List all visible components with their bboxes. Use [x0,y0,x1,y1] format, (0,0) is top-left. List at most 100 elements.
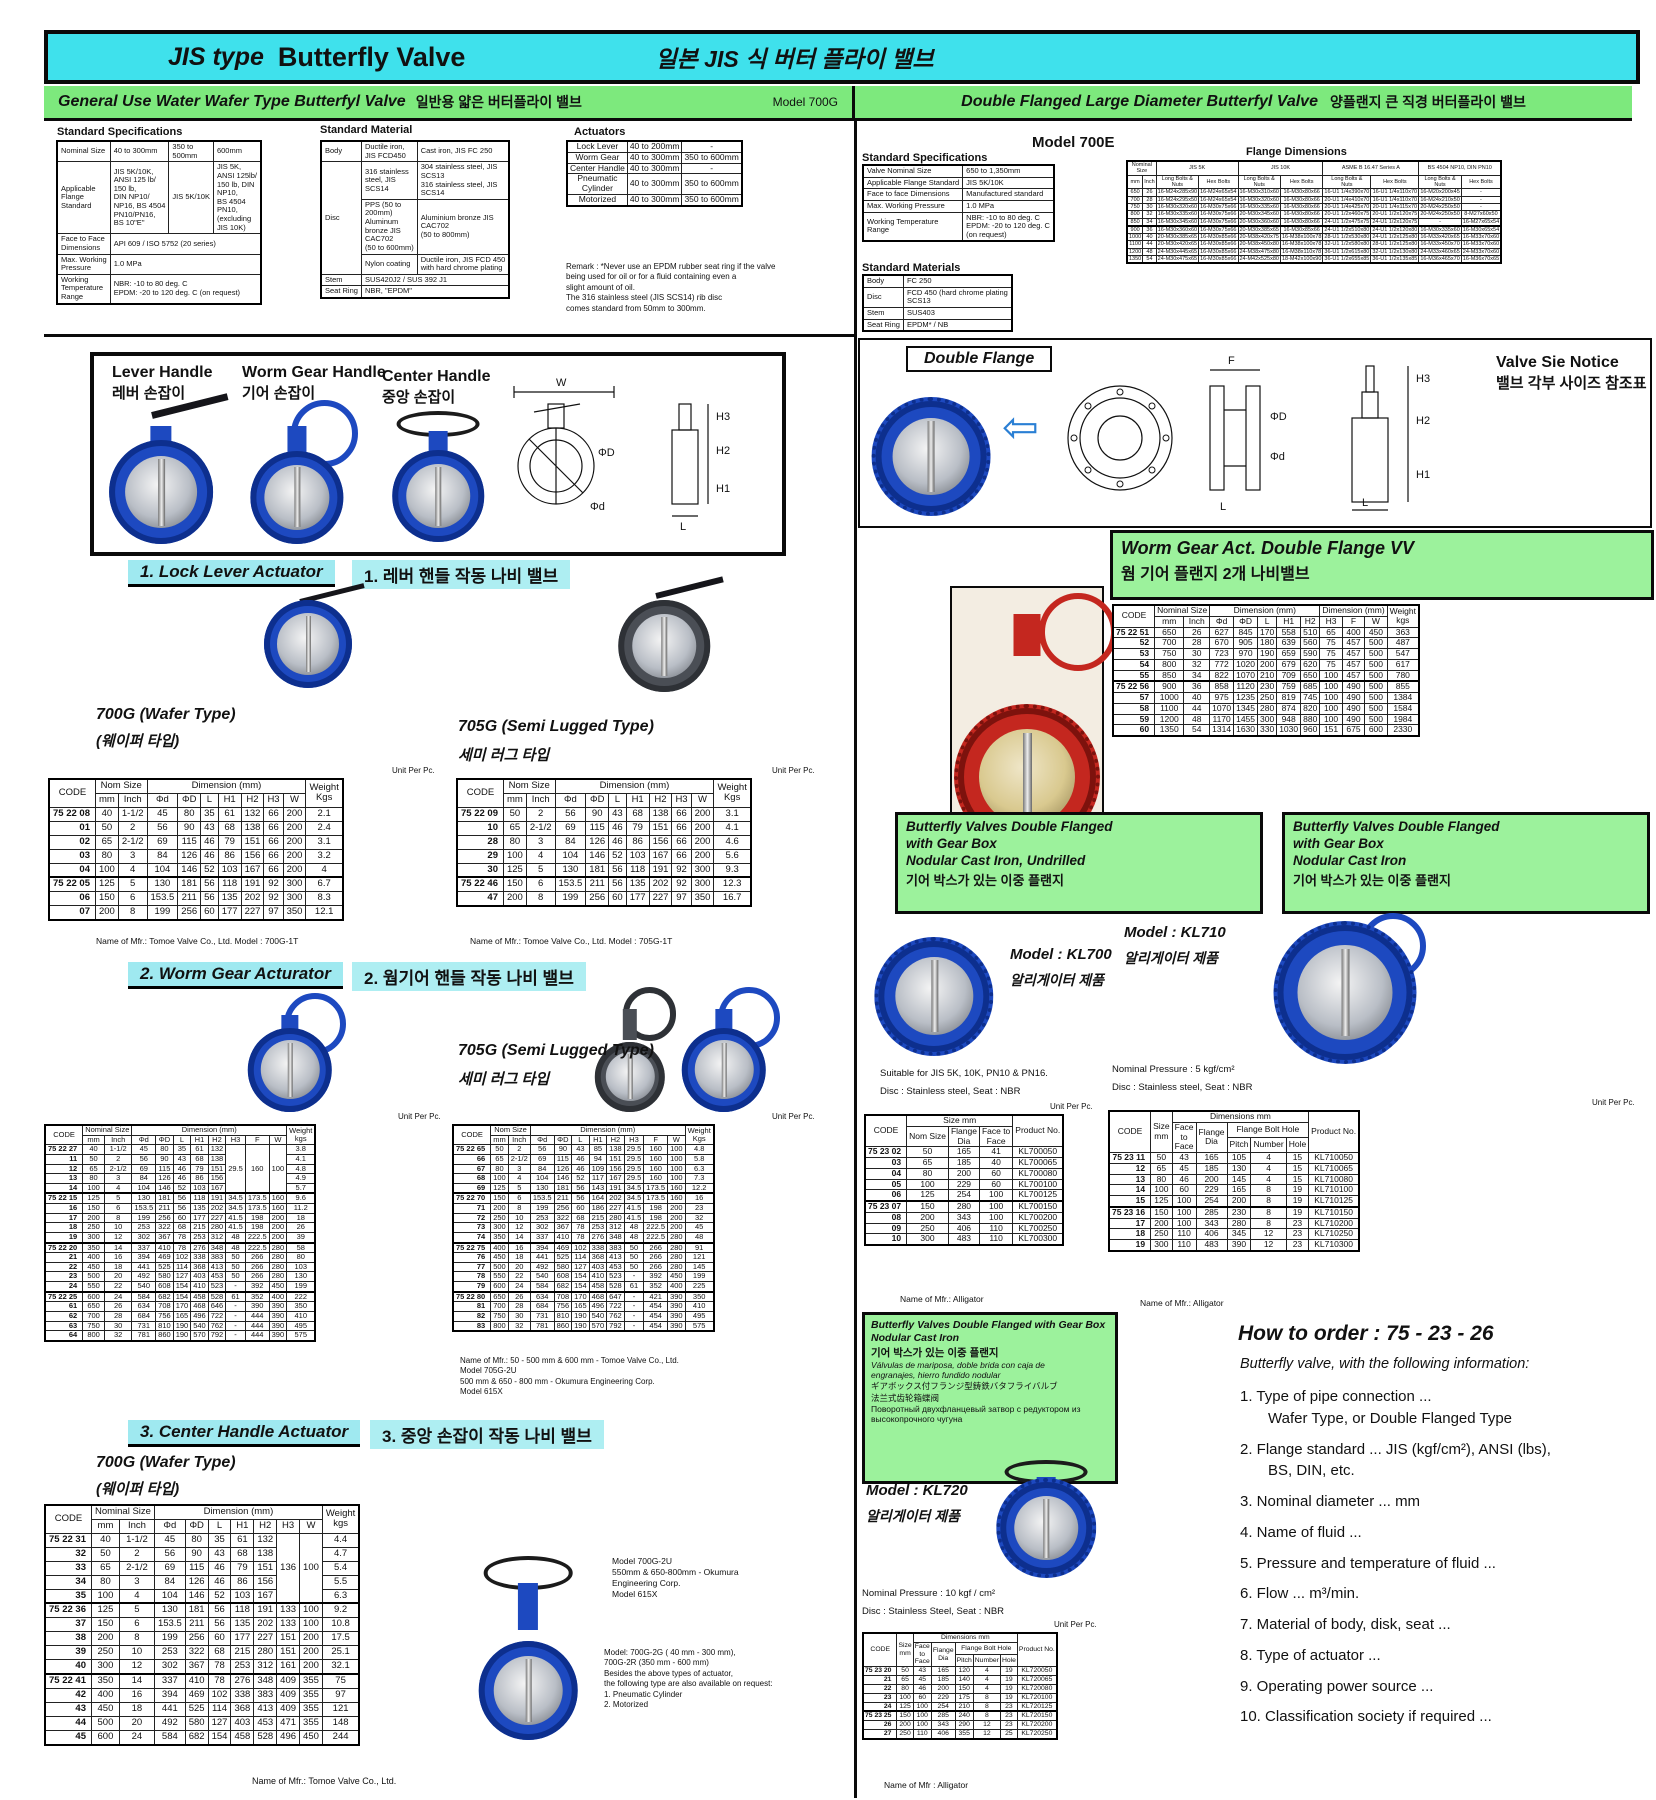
kl720-banner: Butterfly Valves Double Flanged with Gea… [862,1312,1118,1484]
table-row: 75 22 15 125 5 130 181 56 118 191 34.5 173.5 160 9.… [44,1192,316,1205]
subtitle-left-korean: 일반용 얇은 버터플라이 밸브 [415,94,582,110]
section3-title-korean: 3. 중앙 손잡이 작동 나비 밸브 [370,1420,604,1449]
worm-gear-handle-korean: 기어 손잡이 [242,385,316,402]
double-flange-valve-photo [868,384,994,516]
svg-text:H2: H2 [1416,415,1430,427]
table-row: 77 500 20 492 580 127 403 453 50 266 280 145 [452,1261,715,1273]
table-row: 75 23 20 50 43 165 120 4 19 KL720050 [862,1666,1058,1677]
order-item: 7. Material of body, disk, seat ... [1240,1616,1451,1633]
table-row: 17 200 8 199 256 60 177 227 41.5 198 200 18 [44,1212,316,1224]
materials-title-700e: Standard Materials [862,262,961,274]
lock-lever-valve-photo [258,582,365,688]
table-row: Nylon coating Ductile iron, JIS FCD 450 wi… [321,253,510,275]
unit-per-pc-label: Unit Per Pc. [772,766,815,775]
semi-lugged-worm-valve-photo [590,986,677,1112]
table-row: 75 22 31 40 1-1/2 45 80 35 61 132 136 100 4.4 [44,1532,360,1604]
table-row: 03 80 3 84 126 46 86 156 66 200 3.2 [48,848,344,864]
table-standard-material: Body Ductile iron, JIS FCD450 Cast iron, JI… [320,140,511,299]
table-row: Applicable Flange Standard JIS 5K/10K, ANSI … [56,161,262,235]
mfr-note-700g: Name of Mfr.: Tomoe Valve Co., Ltd. Mode… [96,936,299,946]
how-to-order-title: How to order : 75 - 23 - 26 [1238,1322,1494,1345]
model-700e-title: Model 700E [1032,134,1115,151]
table-row: 75 22 20 350 14 337 410 78 276 348 48 222.5 280 58 [44,1241,316,1254]
svg-text:H1: H1 [1416,469,1430,481]
table-row: 06 150 6 153.5 211 56 135 202 92 300 8.3 [48,891,344,907]
kl720-model-label: Model : KL720 [866,1482,968,1499]
table-row: Nom Size Flange Dia Face to Face [865,1125,1063,1148]
table-row: Face to face Dimensions Manufactured stan… [862,188,1055,201]
svg-text:H2: H2 [716,445,730,457]
table-row: Seat Ring NBR, "EPDM" [320,285,510,299]
mfr-note-kl700: Name of Mfr.: Alligator [900,1294,984,1304]
table-row: Disc FCD 450 (hard chrome plating SCS13 [862,286,1013,308]
mfr-note-705g: Name of Mfr.: Tomoe Valve Co., Ltd. Mode… [470,936,673,946]
table-row: 75 23 16 150 100 285 230 8 19 KL710150 [1108,1205,1360,1219]
table-row: 75 22 51 650 26 627 845 170 558 510 65 400 450 363 [1112,626,1420,639]
data-table: CODE Size mm Product No. Nom Size Flange Dia F… [864,1114,1065,1247]
flange-outline-diagram: F ΦD Φd L [1067,355,1287,513]
table-row: 800 32 16-M30x335x60 16-M30x75x66 20-M30x345… [1126,210,1502,219]
table-row: 75 22 70 150 6 153.5 211 56 164 202 34.5 173.5 160… [452,1192,715,1205]
table-row: Valve Nominal Size 650 to 1,350mm [862,164,1055,178]
data-table: Nominal Size JIS 5K JIS 10K ASME B 16.47 Ser… [1126,160,1503,265]
page-title-korean: 일본 JIS 식 버터 플라이 밸브 [655,46,934,72]
table-700g-lock-lever: CODE Nom Size Dimension (mm) Weight Kgs mm Inc… [48,778,344,922]
table-row: 75 22 75 400 16 394 469 102 338 383 50 266 280 91 [452,1241,715,1254]
kl700-model-korean: 알리게이터 제품 [1010,972,1105,988]
section2-title-korean: 2. 웜기어 핸들 작동 나비 밸브 [352,962,586,991]
table-row: 13 80 46 200 145 4 15 KL710080 [1108,1173,1360,1186]
table-row: 15 125 100 254 200 8 19 KL710125 [1108,1195,1360,1208]
table-row: 68 100 4 104 146 52 117 167 29.5 160 100 7.3 [452,1173,715,1184]
subtitle-right-text: Double Flanged Large Diameter Butterfyl … [961,93,1318,110]
table-row: CODE Nom Size Dimension (mm) Weight Kgs [452,1124,715,1146]
left-arrow-icon: ⇦ [1002,403,1039,452]
table-row: 38 200 8 199 256 60 177 227 151 200 17.5 [44,1631,360,1647]
kl720-korean: 기어 박스가 있는 이중 플랜지 [871,1347,999,1360]
table-row: 650 26 16-M24x285x90 16-M24x65x54 16-M30x310… [1126,188,1502,197]
model-700g-label: Model 700G [772,95,838,109]
double-flange-label-box: Double Flange [906,346,1053,372]
title-prefix: JIS type [168,42,264,71]
section1-title-korean: 1. 레버 핸들 작동 나비 밸브 [352,560,571,589]
table-row: 28 80 3 84 126 46 86 156 66 200 4.6 [456,834,752,850]
table-row: 73 300 12 302 367 78 253 312 48 222.5 200 45 [452,1222,715,1233]
order-item: 6. Flow ... m³/min. [1240,1585,1360,1603]
double-flange-label: Double Flange [924,350,1035,367]
table-row: 26 200 100 343 290 12 23 KL720200 [862,1720,1058,1730]
table-row: 42 400 16 394 469 102 338 383 409 355 97 [44,1687,360,1703]
table-row: 82 750 30 731 810 190 540 762-454 390 495 [452,1310,715,1322]
divider-line [44,334,854,337]
table-row: mm Inch Φd ΦD L H1 H2 H3 F W [1113,615,1419,628]
table-row: mm Inch Long Bolts & Nuts Hex Bolts Long Bolt… [1126,174,1502,190]
table-row: CODE Nom Size Dimension (mm) Weight Kgs [456,778,752,808]
valve-size-notice: Valve Sie Notice [1496,354,1619,371]
valve-size-notice-korean: 밸브 각부 사이즈 참조표 [1496,375,1647,392]
table-row: Lock Lever 40 to 200mm - [566,140,743,153]
section2-title: 2. Worm Gear Acturator [128,962,343,989]
svg-text:Φd: Φd [1270,451,1285,463]
table-row: 75 22 80 650 26 634 708 170 468 647-421 390 350 [452,1290,715,1303]
svg-text:L: L [1220,501,1226,513]
table-row: 52 700 28 670 905 180 639 560 75 457 500 487 [1112,637,1420,650]
order-item: 2. Flange standard ... JIS (kgf/cm²), AN… [1240,1440,1551,1480]
lever-handle-label: Lever Handle [112,364,213,381]
svg-text:L: L [680,521,686,533]
table-row: 17 200 100 343 280 8 23 KL710200 [1108,1217,1360,1230]
order-item: 10. Classification society if required .… [1240,1708,1492,1726]
table-row: 05 100 229 60 KL700100 [864,1178,1064,1191]
table-row: 24 550 22 540 608 154 410 523-392 450 199 [44,1280,316,1293]
table-row: 34 80 3 84 126 46 86 156 5.5 [44,1574,360,1590]
table-row: 18 250 10 253 322 68 215 280 41.5 198 200 26 [44,1222,316,1233]
table-row: mm Inch Φd ΦD L H1 H2 H3 F W [45,1134,315,1146]
table-standard-specifications: Nominal Size 40 to 300mm 350 to 500mm 600mm A… [56,140,262,305]
table-705g-lock-lever: CODE Nom Size Dimension (mm) Weight Kgs mm Inc… [456,778,752,908]
table-row: Face to Face Flange Dia Flange Bolt Hole [863,1641,1057,1668]
table-row: 1200 48 24-M30x445x65 16-M30x85x66 24-M38x47… [1126,247,1502,257]
table-row: 09 250 406 110 KL700250 [864,1222,1064,1235]
unit-per-pc-label: Unit Per Pc. [398,1112,441,1121]
table-row: CODE Size mm Dimensions mm Product No. [1108,1110,1360,1154]
kl700-note-2: Disc : Stainless steel, Seat : NBR [880,1086,1021,1097]
table-row: Max. Working Pressure 1.0 MPa [862,199,1055,213]
table-row: Motorized 40 to 300mm 350 to 600mm [566,193,743,207]
table-row: 60 1350 54 1314 1630 330 1030 960 151 675 600 2330 [1112,724,1420,737]
